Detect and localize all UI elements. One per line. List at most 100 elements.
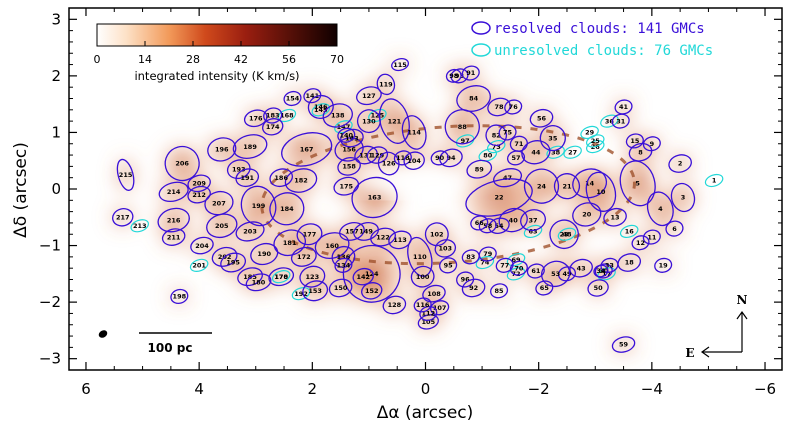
resolved-cloud-ellipse [507,150,526,166]
resolved-cloud-id: 160 [325,242,339,250]
resolved-cloud-ellipse [290,246,317,267]
resolved-cloud-ellipse [377,151,400,176]
resolved-cloud-ellipse [299,265,326,288]
resolved-cloud-id: 53 [551,270,560,278]
resolved-cloud-id: 130 [362,117,376,125]
resolved-cloud-id: 44 [531,148,541,156]
resolved-cloud-id: 124 [365,270,379,278]
resolved-cloud-id: 158 [342,163,356,171]
resolved-cloud-id: 156 [342,146,356,154]
resolved-cloud-id: 79 [483,250,493,258]
unresolved-cloud-id: 178 [274,273,288,281]
resolved-cloud-id: 152 [365,287,379,295]
resolved-cloud-ellipse [116,158,135,191]
resolved-cloud-ellipse [226,159,251,180]
colorbar-tick-label: 14 [138,53,152,66]
resolved-cloud-id: 217 [116,213,130,221]
resolved-cloud-id: 92 [469,284,478,292]
resolved-cloud-ellipse [572,202,602,227]
resolved-cloud-ellipse [388,230,412,250]
resolved-cloud-id: 47 [503,174,512,182]
resolved-cloud-id: 57 [512,154,521,162]
resolved-cloud-id: 150 [334,284,348,292]
resolved-cloud-id: 116 [416,301,430,309]
resolved-cloud-id: 78 [495,103,505,111]
resolved-cloud-id: 175 [339,182,353,190]
unresolved-cloud-id: 74 [480,259,490,267]
resolved-cloud-id: 195 [226,259,240,267]
resolved-cloud-id: 70 [514,264,524,272]
resolved-cloud-ellipse [456,271,475,288]
resolved-cloud-id: 98 [449,72,459,80]
unresolved-cloud-id: 27 [568,148,577,156]
y-tick-label: 3 [51,10,61,28]
resolved-cloud-id: 108 [427,290,441,298]
resolved-cloud-ellipse [322,103,353,128]
resolved-cloud-id: 104 [407,157,421,165]
unresolved-cloud-ellipse [585,139,605,154]
resolved-cloud-id: 37 [528,216,537,224]
resolved-cloud-ellipse [646,191,674,227]
resolved-cloud-ellipse [407,236,433,277]
resolved-cloud-ellipse [220,252,247,273]
resolved-cloud-id: 180 [252,279,266,287]
colorbar: 0 14 28 42 56 70 integrated intensity (K km/s… [94,23,344,83]
resolved-cloud-id: 31 [616,117,626,125]
unresolved-cloud-ellipse [130,219,149,233]
resolved-cloud-ellipse [269,192,305,226]
resolved-cloud-id: 113 [393,236,407,244]
x-tick-label: −4 [641,380,663,398]
resolved-cloud-ellipse [628,142,653,162]
resolved-cloud-ellipse [268,267,295,287]
resolved-cloud-id: 181 [283,239,297,247]
resolved-cloud-ellipse [235,221,265,242]
resolved-cloud-ellipse [456,85,491,112]
resolved-cloud-ellipse [339,221,365,241]
resolved-cloud-ellipse [611,113,630,129]
resolved-cloud-id: 216 [167,216,181,224]
resolved-cloud-id: 114 [407,129,421,137]
resolved-cloud-ellipse [498,207,528,233]
resolved-cloud-ellipse [572,168,608,199]
resolved-cloud-id: 54 [495,222,505,230]
resolved-cloud-id: 6 [672,225,677,233]
resolved-cloud-ellipse [553,173,581,200]
resolved-cloud-id: 61 [531,267,541,275]
x-axis-title: Δα (arcsec) [377,403,474,423]
resolved-cloud-ellipse [487,97,511,117]
resolved-cloud-ellipse [314,232,350,260]
colorbar-tick-label: 28 [186,53,200,66]
resolved-cloud-ellipse [520,209,546,232]
resolved-cloud-id: 128 [388,301,402,309]
resolved-cloud-ellipse [158,181,189,203]
resolved-cloud-ellipse [430,150,449,166]
resolved-cloud-id: 23 [560,230,569,238]
resolved-cloud-ellipse [665,220,684,237]
resolved-cloud-ellipse [466,159,493,179]
resolved-cloud-id: 126 [382,160,396,168]
resolved-cloud-ellipse [465,178,533,217]
resolved-cloud-ellipse [419,305,438,322]
resolved-cloud-ellipse [187,174,211,193]
unresolved-cloud-id: 168 [280,112,294,120]
resolved-cloud-id: 71 [514,140,524,148]
resolved-cloud-ellipse [333,176,360,196]
unresolved-cloud-id: 213 [133,222,147,230]
resolved-cloud-ellipse [269,168,294,188]
resolved-cloud-ellipse [439,148,463,168]
resolved-cloud-ellipse [600,257,619,273]
resolved-cloud-ellipse [461,65,480,81]
resolved-cloud-id: 107 [433,304,447,312]
resolved-cloud-ellipse [430,300,450,316]
resolved-cloud-ellipse [450,68,469,84]
unresolved-cloud-id: 1 [712,177,717,185]
compass-east-label: E [685,346,694,360]
resolved-cloud-id: 11 [647,233,657,241]
resolved-cloud-id: 211 [167,233,181,241]
colorbar-ticks: 0 14 28 42 56 70 [94,41,344,66]
colorbar-tick-label: 0 [94,53,101,66]
unresolved-cloud-id: 72 [512,270,521,278]
resolved-cloud-id: 103 [439,245,453,253]
